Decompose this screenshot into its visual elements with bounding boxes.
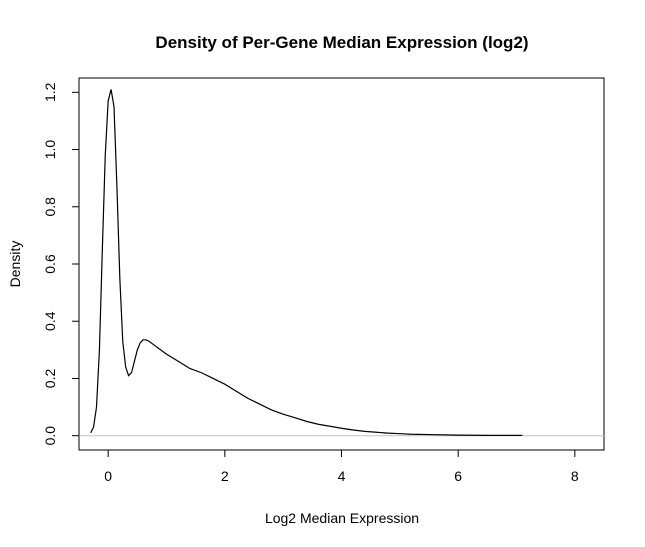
y-tick-label: 0.4 (42, 311, 58, 331)
x-tick-label: 2 (221, 468, 229, 484)
y-axis-label: Density (7, 241, 23, 288)
y-tick-label: 0.8 (42, 197, 58, 217)
y-tick-label: 1.2 (42, 82, 58, 102)
x-axis: 0 2 4 6 8 (104, 449, 579, 484)
y-tick-label: 1.0 (42, 140, 58, 160)
y-axis: 0.0 0.2 0.4 0.6 0.8 1.0 1.2 (42, 82, 80, 446)
y-tick-label: 0.0 (42, 426, 58, 446)
chart-title: Density of Per-Gene Median Expression (l… (155, 33, 528, 52)
density-curve (90, 89, 523, 437)
x-tick-label: 0 (104, 468, 112, 484)
x-tick-label: 8 (571, 468, 579, 484)
x-axis-label: Log2 Median Expression (265, 510, 419, 526)
y-tick-label: 0.2 (42, 369, 58, 389)
y-tick-label: 0.6 (42, 254, 58, 274)
x-tick-label: 6 (454, 468, 462, 484)
x-tick-label: 4 (338, 468, 346, 484)
plot-frame (78, 77, 605, 451)
